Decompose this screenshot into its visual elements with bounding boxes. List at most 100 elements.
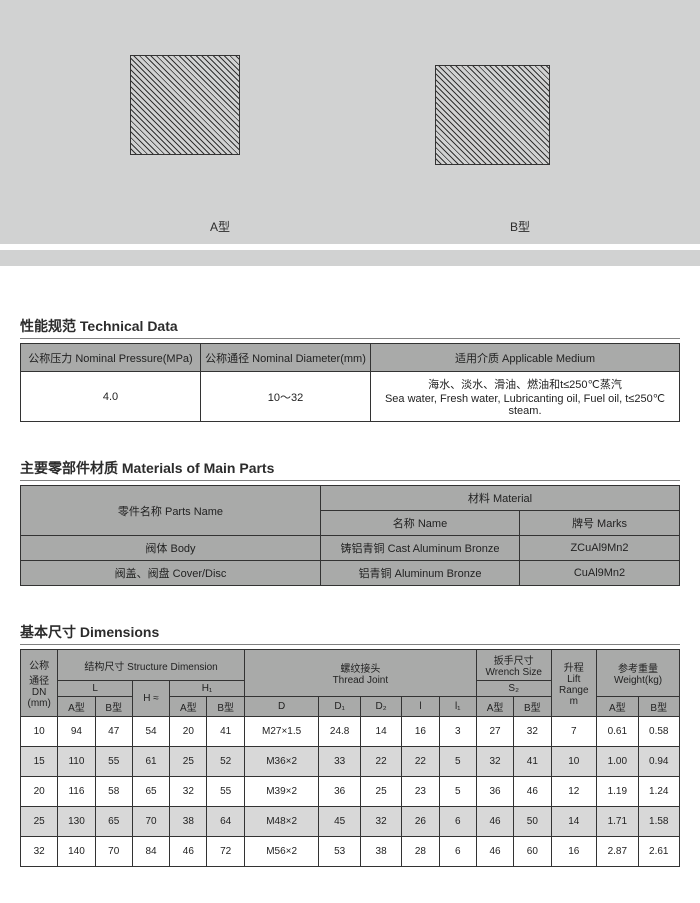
dim-h-l: l bbox=[402, 697, 439, 717]
diagram-a bbox=[130, 55, 240, 155]
dim-cell: 5 bbox=[439, 777, 476, 807]
diagram-panel: A型 B型 bbox=[0, 0, 700, 244]
tech-h-pressure: 公称压力 Nominal Pressure(MPa) bbox=[21, 344, 201, 372]
dim-cell: 33 bbox=[319, 747, 360, 777]
dim-cell: 0.58 bbox=[638, 717, 679, 747]
dim-cell: 94 bbox=[58, 717, 95, 747]
dim-h-S2A: A型 bbox=[476, 697, 513, 717]
dim-h-H1A: A型 bbox=[170, 697, 207, 717]
diagram-b-label: B型 bbox=[510, 218, 530, 235]
dim-cell: 14 bbox=[551, 807, 597, 837]
dim-cell: 0.61 bbox=[597, 717, 638, 747]
diagram-a-label: A型 bbox=[210, 218, 230, 235]
dim-cell: 22 bbox=[360, 747, 401, 777]
dim-cell: 84 bbox=[132, 837, 169, 867]
tech-v-medium: 海水、淡水、滑油、燃油和t≤250℃蒸汽 Sea water, Fresh wa… bbox=[371, 372, 680, 422]
dim-h-D2: D₂ bbox=[360, 697, 401, 717]
dim-cell: 32 bbox=[21, 837, 58, 867]
dim-cell: 32 bbox=[514, 717, 551, 747]
mat-marks: ZCuAl9Mn2 bbox=[520, 536, 680, 561]
dim-cell: 41 bbox=[207, 717, 244, 747]
tech-medium-en: Sea water, Fresh water, Lubricanting oil… bbox=[385, 393, 665, 417]
dim-h-S2: S₂ bbox=[476, 681, 551, 697]
dim-cell: 53 bbox=[319, 837, 360, 867]
dim-cell: 50 bbox=[514, 807, 551, 837]
diagram-b bbox=[435, 65, 550, 165]
dim-cell: M48×2 bbox=[244, 807, 319, 837]
dim-cell: 47 bbox=[95, 717, 132, 747]
dim-h-S2B: B型 bbox=[514, 697, 551, 717]
dim-cell: 1.71 bbox=[597, 807, 638, 837]
dim-cell: 1.19 bbox=[597, 777, 638, 807]
dim-cell: 140 bbox=[58, 837, 95, 867]
dim-cell: 6 bbox=[439, 807, 476, 837]
dim-h-lift: 升程 Lift Range m bbox=[551, 650, 597, 717]
dim-cell: 46 bbox=[514, 777, 551, 807]
dim-h-D: D bbox=[244, 697, 319, 717]
dim-cell: 24.8 bbox=[319, 717, 360, 747]
mat-h-material: 材料 Material bbox=[321, 486, 680, 511]
dim-cell: 65 bbox=[132, 777, 169, 807]
mat-h-marks: 牌号 Marks bbox=[520, 511, 680, 536]
dim-cell: 25 bbox=[21, 807, 58, 837]
dim-h-WA: A型 bbox=[597, 697, 638, 717]
dim-cell: 52 bbox=[207, 747, 244, 777]
dim-cell: 5 bbox=[439, 747, 476, 777]
dim-h-H1: H₁ bbox=[170, 681, 245, 697]
dim-cell: 28 bbox=[402, 837, 439, 867]
dim-cell: 36 bbox=[319, 777, 360, 807]
dim-h-LA: A型 bbox=[58, 697, 95, 717]
tech-h-diameter: 公称通径 Nominal Diameter(mm) bbox=[201, 344, 371, 372]
dim-cell: 55 bbox=[95, 747, 132, 777]
dim-h-weight: 参考重量 Weight(kg) bbox=[597, 650, 680, 697]
dim-h-dn: 公称 通径 DN (mm) bbox=[21, 650, 58, 717]
tech-h-medium: 适用介质 Applicable Medium bbox=[371, 344, 680, 372]
dim-cell: 130 bbox=[58, 807, 95, 837]
mat-name: 铝青铜 Aluminum Bronze bbox=[321, 561, 520, 586]
dim-h-H1B: B型 bbox=[207, 697, 244, 717]
dim-h-thread: 螺纹接头 Thread Joint bbox=[244, 650, 476, 697]
dim-cell: 25 bbox=[360, 777, 401, 807]
mat-part: 阀体 Body bbox=[21, 536, 321, 561]
dim-cell: 45 bbox=[319, 807, 360, 837]
mat-marks: CuAl9Mn2 bbox=[520, 561, 680, 586]
dim-cell: M27×1.5 bbox=[244, 717, 319, 747]
materials-title: 主要零部件材质 Materials of Main Parts bbox=[20, 458, 680, 481]
dim-cell: 20 bbox=[21, 777, 58, 807]
dim-cell: 38 bbox=[170, 807, 207, 837]
tech-v-pressure: 4.0 bbox=[21, 372, 201, 422]
tech-v-diameter: 10～32 bbox=[201, 372, 371, 422]
dim-cell: 70 bbox=[95, 837, 132, 867]
dim-cell: 10 bbox=[551, 747, 597, 777]
dim-cell: 60 bbox=[514, 837, 551, 867]
dim-title: 基本尺寸 Dimensions bbox=[20, 622, 680, 645]
dim-cell: 38 bbox=[360, 837, 401, 867]
mat-h-name: 名称 Name bbox=[321, 511, 520, 536]
dim-cell: 2.61 bbox=[638, 837, 679, 867]
dim-cell: 41 bbox=[514, 747, 551, 777]
dim-cell: 32 bbox=[170, 777, 207, 807]
dim-h-L: L bbox=[58, 681, 133, 697]
dim-cell: 10 bbox=[21, 717, 58, 747]
dim-cell: 1.58 bbox=[638, 807, 679, 837]
dim-cell: 2.87 bbox=[597, 837, 638, 867]
dim-cell: 0.94 bbox=[638, 747, 679, 777]
dim-cell: 32 bbox=[476, 747, 513, 777]
dim-cell: M39×2 bbox=[244, 777, 319, 807]
dim-cell: 16 bbox=[551, 837, 597, 867]
dim-cell: 46 bbox=[476, 837, 513, 867]
dim-cell: 36 bbox=[476, 777, 513, 807]
dim-cell: 32 bbox=[360, 807, 401, 837]
dim-cell: 58 bbox=[95, 777, 132, 807]
dim-cell: 54 bbox=[132, 717, 169, 747]
dim-h-LB: B型 bbox=[95, 697, 132, 717]
dim-cell: M36×2 bbox=[244, 747, 319, 777]
grey-strip bbox=[0, 250, 700, 266]
dim-cell: 64 bbox=[207, 807, 244, 837]
dim-cell: 61 bbox=[132, 747, 169, 777]
dim-cell: 25 bbox=[170, 747, 207, 777]
dim-cell: 55 bbox=[207, 777, 244, 807]
dim-cell: 16 bbox=[402, 717, 439, 747]
dim-cell: 15 bbox=[21, 747, 58, 777]
dim-cell: 1.00 bbox=[597, 747, 638, 777]
